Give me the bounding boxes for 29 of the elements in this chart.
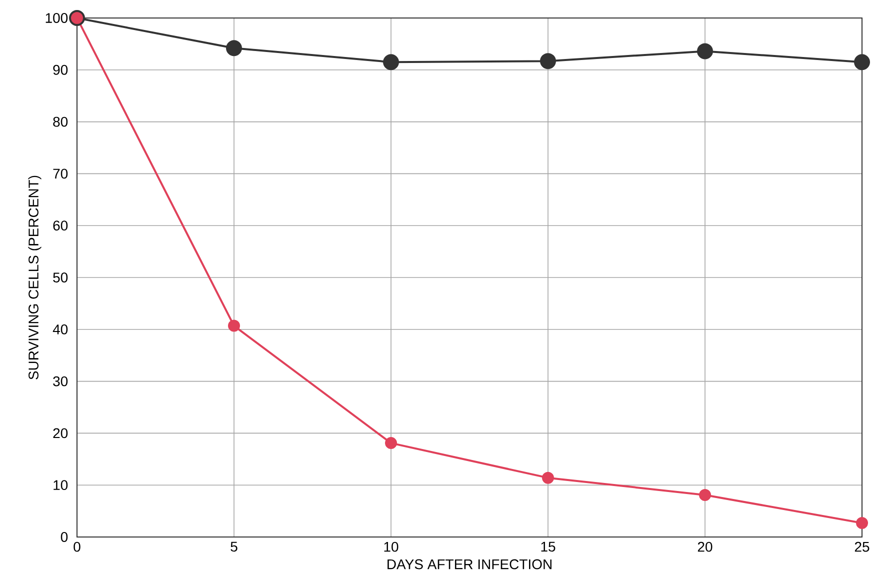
y-tick-label: 20 xyxy=(53,428,68,438)
point xyxy=(383,54,400,70)
x-tick-label: 5 xyxy=(230,542,238,552)
y-tick-label: 50 xyxy=(53,272,68,282)
y-tick-label: 100 xyxy=(46,13,68,23)
y-tick-label: 80 xyxy=(53,116,68,127)
point xyxy=(697,43,714,60)
x-axis-title: DAYS AFTER INFECTION xyxy=(388,559,552,570)
point xyxy=(228,320,240,332)
x-tick-label: 10 xyxy=(384,542,398,552)
y-axis-title: SURVIVING CELLS (PERCENT) xyxy=(28,176,42,380)
y-tick-label: 90 xyxy=(53,64,68,75)
y-tick-label: 60 xyxy=(53,220,68,231)
point xyxy=(856,516,868,529)
y-tick-label: 40 xyxy=(52,324,68,334)
point xyxy=(854,54,870,70)
point xyxy=(540,53,556,70)
x-tick-label: 25 xyxy=(854,542,870,552)
point xyxy=(385,437,398,450)
x-tick-label: 0 xyxy=(74,542,80,552)
x-tick-label: 20 xyxy=(698,542,712,552)
y-tick-label: 0 xyxy=(60,532,68,542)
point xyxy=(226,40,242,56)
y-tick-label: 10 xyxy=(54,480,68,490)
x-tick-label: 15 xyxy=(541,542,556,552)
point xyxy=(542,472,554,484)
y-tick-label: 30 xyxy=(53,376,68,386)
y-tick-label: 70 xyxy=(53,168,68,179)
point xyxy=(699,488,712,501)
